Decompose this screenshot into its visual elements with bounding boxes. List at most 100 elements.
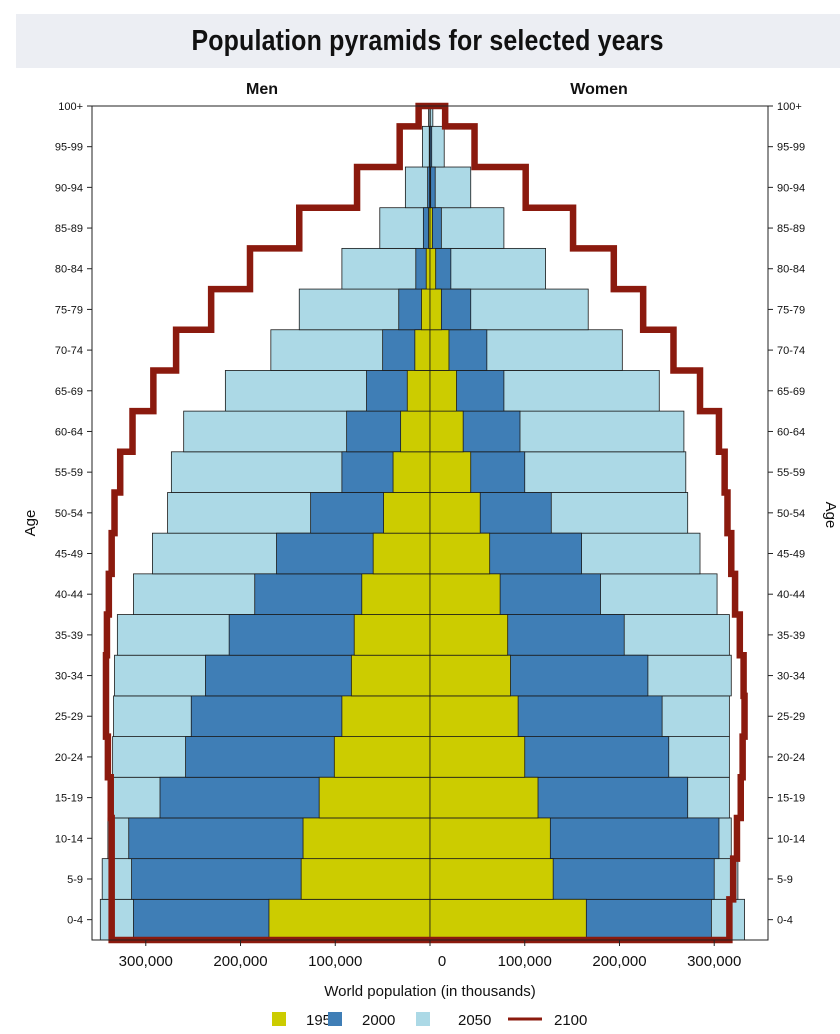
x-tick-label: 300,000 [119,953,173,970]
bar-1950-women-55-59 [429,451,472,493]
bar-1950-women-70-74 [429,329,450,371]
bar-2050-men-85-89 [379,207,431,249]
chart-title-bar: Population pyramids for selected years [16,14,840,68]
y-tick-label-right: 60-64 [777,426,805,438]
y-tick-label-right: 95-99 [777,142,805,154]
bar-1950-women-40-44 [429,573,501,615]
legend-swatch-2000 [328,1012,342,1026]
y-tick-label-left: 50-54 [55,508,83,520]
x-axis-ticks: 300,000 200,000 100,000 0 100,000 200,000 300,… [119,940,741,970]
y-tick-label-right: 15-19 [777,793,805,805]
x-tick-label: 300,000 [687,953,741,970]
y-tick-label-right: 100+ [777,101,802,113]
y-tick-label-left: 70-74 [55,345,83,357]
bar-1950-men-30-34 [350,654,431,697]
x-tick-label: 100,000 [498,953,552,970]
y-tick-label-right: 90-94 [777,182,805,194]
bar-1950-women-20-24 [429,736,526,778]
y-tick-label-left: 55-59 [55,467,83,479]
y-tick-label-right: 35-39 [777,630,805,642]
bar-2050-men-80-84 [341,247,431,290]
bar-1950-women-15-19 [429,776,539,819]
y-tick-label-left: 95-99 [55,142,83,154]
chart-title: Population pyramids for selected years [191,24,665,57]
y-axis-title-left: Age [22,510,39,537]
x-tick-label: 0 [438,953,446,970]
bar-1950-men-35-39 [353,614,431,656]
y-tick-label-right: 0-4 [777,915,793,927]
y-tick-label-left: 0-4 [67,915,83,927]
y-tick-label-left: 35-39 [55,630,83,642]
y-tick-label-left: 10-14 [55,833,83,845]
y-axis-ticks: 0-4 0-4 5-9 5-9 10-14 10-14 15-19 15-19 20-24 20-… [55,101,805,927]
bar-1950-women-90-94 [429,166,432,209]
bar-1950-women-50-54 [429,492,481,534]
bar-1950-women-0-4 [429,898,587,941]
y-tick-label-right: 70-74 [777,345,805,357]
y-axis-title-right: Age [822,502,839,529]
bar-1950-women-60-64 [429,410,464,453]
bar-1950-men-80-84 [425,247,431,290]
legend-swatch-2050 [416,1012,430,1026]
y-tick-label-left: 100+ [58,101,83,113]
y-tick-label-left: 90-94 [55,182,83,194]
line-2100-men [102,102,430,944]
bar-1950-men-50-54 [383,492,431,534]
y-tick-label-right: 75-79 [777,304,805,316]
bar-1950-men-40-44 [361,573,431,615]
line-2100-women [430,102,748,944]
bar-2050-men-90-94 [404,166,431,209]
bar-1950-men-25-29 [341,695,431,737]
legend-swatch-1950 [272,1012,286,1026]
legend: 1950 2000 2050 2100 [272,1012,587,1029]
y-tick-label-left: 40-44 [55,589,83,601]
bar-1950-men-20-24 [333,736,431,778]
legend-label-2000: 2000 [362,1012,395,1029]
y-tick-label-right: 50-54 [777,508,805,520]
y-tick-label-left: 75-79 [55,304,83,316]
y-tick-label-left: 65-69 [55,386,83,398]
bar-1950-men-75-79 [421,288,431,331]
bar-1950-men-60-64 [400,410,431,453]
y-tick-label-left: 45-49 [55,549,83,561]
bar-1950-women-35-39 [429,614,509,656]
y-tick-label-right: 80-84 [777,264,805,276]
y-tick-label-right: 65-69 [777,386,805,398]
y-tick-label-right: 45-49 [777,549,805,561]
y-tick-label-right: 55-59 [777,467,805,479]
bar-1950-women-85-89 [429,207,433,249]
x-tick-label: 100,000 [308,953,362,970]
series-1950-bars [268,105,587,941]
y-tick-label-left: 80-84 [55,264,83,276]
bar-1950-women-30-34 [429,654,511,697]
y-tick-label-left: 85-89 [55,223,83,235]
bar-1950-women-25-29 [429,695,519,737]
y-tick-label-right: 30-34 [777,671,805,683]
y-tick-label-left: 25-29 [55,711,83,723]
y-tick-label-right: 20-24 [777,752,805,764]
bar-2050-women-90-94 [429,166,472,209]
y-tick-label-right: 40-44 [777,589,805,601]
bar-1950-men-10-14 [302,817,431,860]
y-tick-label-right: 85-89 [777,223,805,235]
bar-1950-women-10-14 [429,817,551,860]
bar-1950-men-15-19 [318,776,431,819]
bar-1950-men-65-69 [406,370,431,412]
panel-label-women: Women [570,81,627,98]
bar-1950-women-80-84 [429,247,437,290]
bar-1950-men-45-49 [372,532,431,575]
bar-1950-men-55-59 [392,451,431,493]
y-tick-label-left: 60-64 [55,426,83,438]
y-tick-label-left: 30-34 [55,671,83,683]
bar-1950-women-5-9 [429,858,554,900]
bar-2050-women-95-99 [429,125,445,168]
panel-label-men: Men [246,81,278,98]
bar-1950-men-0-4 [268,898,431,941]
y-tick-label-left: 5-9 [67,874,83,886]
y-tick-label-left: 20-24 [55,752,83,764]
x-axis-title: World population (in thousands) [324,983,536,1000]
bar-1950-women-45-49 [429,532,491,575]
x-tick-label: 200,000 [213,953,267,970]
bar-1950-men-70-74 [414,329,431,371]
